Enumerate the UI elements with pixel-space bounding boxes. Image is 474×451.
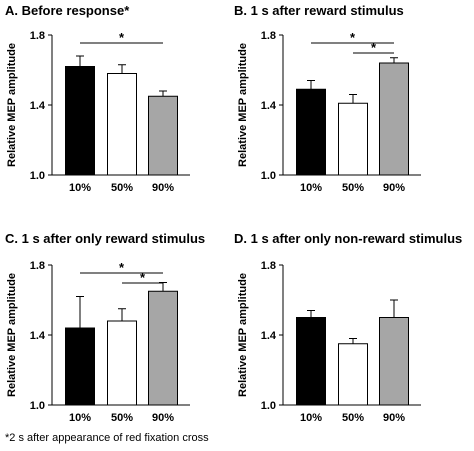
bar-50pct [107,320,137,406]
significance-star: * [350,30,356,45]
y-axis-label: Relative MEP amplitude [237,43,249,167]
panel-a: A. Before response* Relative MEP amplitud… [5,3,190,194]
x-tick-label: 10% [300,182,322,194]
bar-10pct [296,88,326,176]
x-tick-label: 90% [152,182,174,194]
panel-title: D. 1 s after only non-reward stimulus [234,231,462,246]
y-tick-label: 1.4 [30,330,46,342]
y-axis-label: Relative MEP amplitude [237,273,249,397]
bar-10pct [65,66,95,176]
x-tick-label: 50% [342,412,364,424]
bar-90pct [379,62,409,176]
panel-d: D. 1 s after only non-reward stimulus Rel… [234,231,462,424]
y-tick-label: 1.4 [30,100,46,112]
x-tick-label: 90% [383,412,405,424]
y-tick-label: 1.0 [30,400,45,412]
significance-star: * [371,40,377,55]
x-tick-label: 10% [69,412,91,424]
y-tick-label: 1.0 [261,170,276,182]
y-axis-label: Relative MEP amplitude [6,273,18,397]
bar-10pct [65,327,95,406]
panel-c: C. 1 s after only reward stimulus Relativ… [5,231,205,424]
significance-star: * [119,260,125,275]
bar-50pct [107,73,137,176]
bar-90pct [379,317,409,406]
panel-title: A. Before response* [5,3,130,18]
panel-title: B. 1 s after reward stimulus [234,3,404,18]
y-tick-label: 1.8 [261,260,276,272]
x-tick-label: 10% [69,182,91,194]
x-tick-label: 90% [152,412,174,424]
bar-90pct [148,95,178,176]
y-tick-label: 1.8 [261,30,276,42]
significance-star: * [119,30,125,45]
significance-star: * [140,270,146,285]
x-tick-label: 50% [111,182,133,194]
y-axis-label: Relative MEP amplitude [6,43,18,167]
y-tick-label: 1.4 [261,330,277,342]
bar-90pct [148,290,178,406]
y-tick-label: 1.8 [30,260,45,272]
panel-b: B. 1 s after reward stimulus Relative MEP… [234,3,421,194]
bar-50pct [338,102,368,176]
x-tick-label: 50% [111,412,133,424]
y-tick-label: 1.0 [30,170,45,182]
panel-title: C. 1 s after only reward stimulus [5,231,205,246]
x-tick-label: 50% [342,182,364,194]
x-tick-label: 10% [300,412,322,424]
y-tick-label: 1.4 [261,100,277,112]
y-tick-label: 1.8 [30,30,45,42]
x-tick-label: 90% [383,182,405,194]
bar-10pct [296,317,326,406]
y-tick-label: 1.0 [261,400,276,412]
bar-50pct [338,343,368,406]
figure-footnote: *2 s after appearance of red fixation cr… [5,432,209,444]
